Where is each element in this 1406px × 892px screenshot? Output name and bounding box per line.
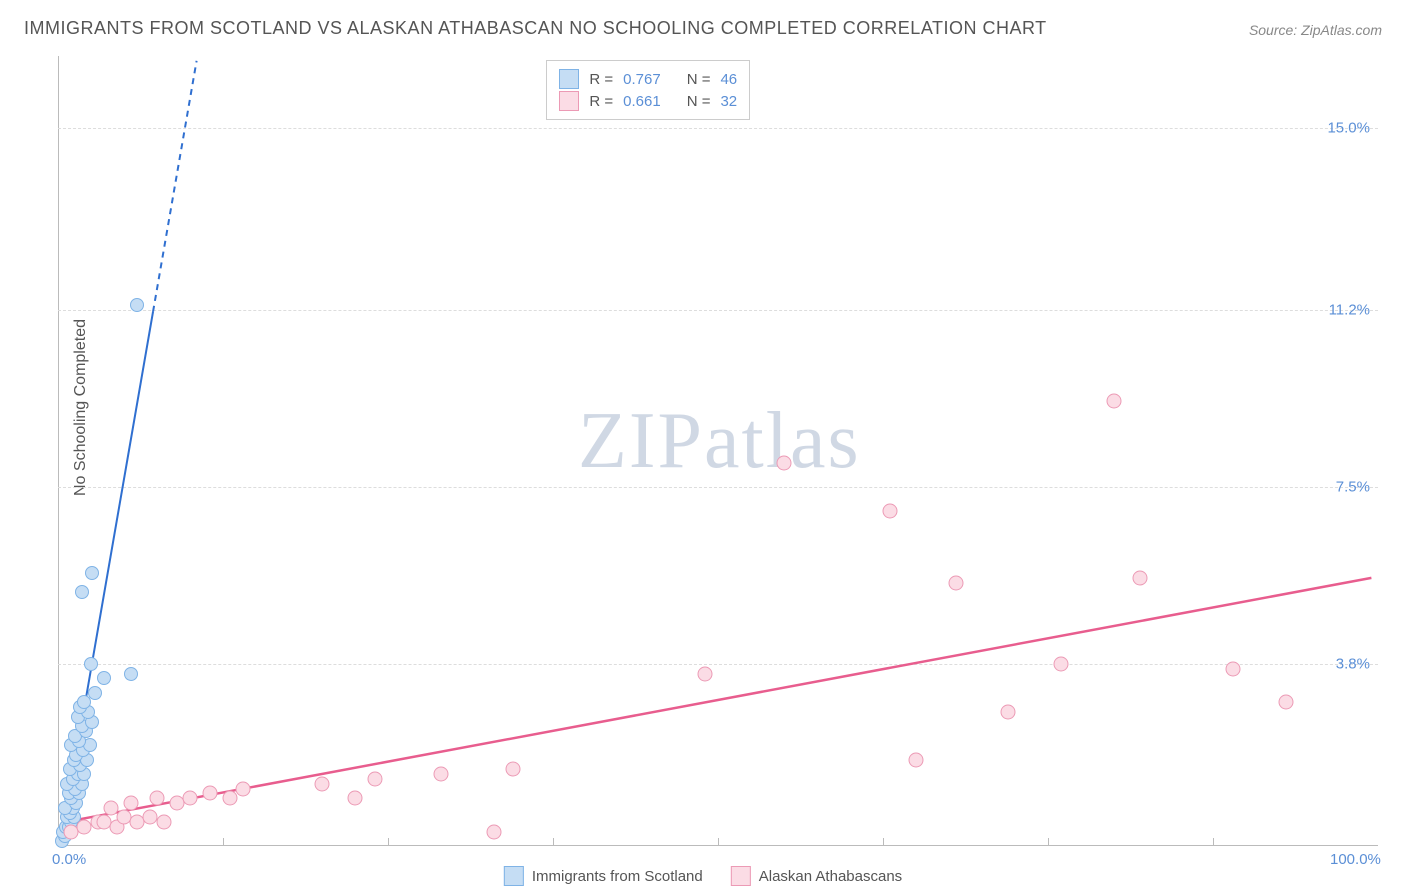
x-gridtick: [718, 838, 719, 846]
trend-overlay: [58, 56, 1378, 846]
legend-swatch: [559, 91, 579, 111]
x-gridtick: [553, 838, 554, 846]
gridline: [58, 664, 1378, 665]
y-axis: [58, 56, 59, 846]
y-tick-label: 3.8%: [1336, 656, 1370, 673]
y-axis-label: No Schooling Completed: [72, 319, 90, 496]
gridline: [58, 487, 1378, 488]
data-point: [123, 795, 138, 810]
y-tick-label: 7.5%: [1336, 478, 1370, 495]
data-point: [1133, 570, 1148, 585]
x-gridtick: [223, 838, 224, 846]
legend-stats: R = 0.767 N = 46 R = 0.661 N = 32: [546, 60, 750, 120]
gridline: [58, 310, 1378, 311]
legend-item: Immigrants from Scotland: [504, 866, 703, 886]
data-point: [948, 575, 963, 590]
data-point: [1278, 695, 1293, 710]
chart-title: IMMIGRANTS FROM SCOTLAND VS ALASKAN ATHA…: [24, 18, 1047, 39]
legend-n-label: N =: [687, 71, 711, 88]
data-point: [202, 786, 217, 801]
x-gridtick: [1213, 838, 1214, 846]
data-point: [85, 566, 99, 580]
data-point: [183, 791, 198, 806]
data-point: [103, 800, 118, 815]
data-point: [156, 815, 171, 830]
x-gridtick: [1048, 838, 1049, 846]
data-point: [97, 671, 111, 685]
data-point: [1054, 657, 1069, 672]
data-point: [124, 667, 138, 681]
data-point: [84, 657, 98, 671]
x-gridtick: [388, 838, 389, 846]
data-point: [367, 771, 382, 786]
data-point: [697, 666, 712, 681]
source-label: Source: ZipAtlas.com: [1249, 22, 1382, 38]
data-point: [1225, 661, 1240, 676]
data-point: [75, 585, 89, 599]
legend-swatch: [504, 866, 524, 886]
data-point: [315, 776, 330, 791]
legend-series-label: Immigrants from Scotland: [532, 868, 703, 885]
data-point: [1001, 704, 1016, 719]
data-point: [88, 686, 102, 700]
y-tick-label: 11.2%: [1329, 301, 1370, 318]
legend-series-label: Alaskan Athabascans: [759, 868, 902, 885]
data-point: [348, 791, 363, 806]
legend-swatch: [731, 866, 751, 886]
data-point: [777, 455, 792, 470]
data-point: [150, 791, 165, 806]
legend-swatch: [559, 69, 579, 89]
legend-n-label: N =: [687, 93, 711, 110]
x-gridtick: [883, 838, 884, 846]
data-point: [882, 503, 897, 518]
legend-r-label: R =: [589, 71, 613, 88]
legend-n-value: 46: [720, 71, 737, 88]
data-point: [130, 298, 144, 312]
data-point: [222, 791, 237, 806]
legend-n-value: 32: [720, 93, 737, 110]
data-point: [506, 762, 521, 777]
plot-area: No Schooling Completed ZIPatlas 3.8% 7.5%…: [58, 56, 1378, 846]
data-point: [486, 824, 501, 839]
x-tick-label: 0.0%: [52, 851, 86, 868]
watermark: ZIPatlas: [578, 396, 861, 487]
legend-r-value: 0.661: [623, 93, 661, 110]
data-point: [433, 767, 448, 782]
legend-bottom: Immigrants from Scotland Alaskan Athabas…: [504, 866, 902, 886]
gridline: [58, 128, 1378, 129]
data-point: [235, 781, 250, 796]
data-point: [909, 752, 924, 767]
legend-item: Alaskan Athabascans: [731, 866, 902, 886]
legend-r-value: 0.767: [623, 71, 661, 88]
y-tick-label: 15.0%: [1327, 119, 1370, 136]
data-point: [1107, 393, 1122, 408]
x-tick-label: 100.0%: [1330, 851, 1381, 868]
legend-r-label: R =: [589, 93, 613, 110]
